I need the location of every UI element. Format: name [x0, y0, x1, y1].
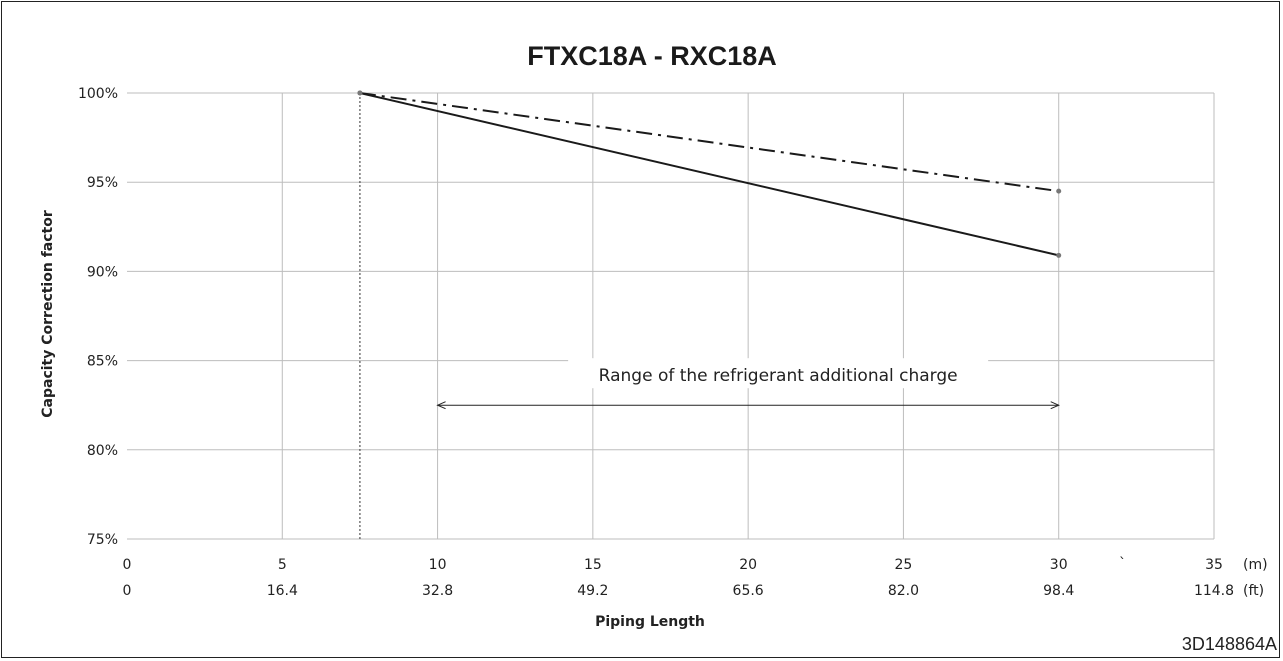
x-unit-m: (m) [1243, 557, 1268, 573]
x-tick-label-m: 10 [429, 557, 447, 573]
series-dashdot-point [357, 90, 363, 96]
x-tick-label-ft: 98.4 [1043, 583, 1074, 599]
x-tick-label-m: 35 [1205, 557, 1223, 573]
x-tick-label-m: 0 [123, 557, 132, 573]
chart-title: FTXC18A - RXC18A [527, 41, 777, 71]
x-tick-labels: 0 0 5 16.4 10 32.8 15 49.2 20 65.6 25 82.0 30 98.4 35 1… [123, 557, 1235, 599]
x-tick-label-ft: 0 [123, 583, 132, 599]
y-axis-label: Capacity Correction factor [40, 210, 56, 418]
x-tick-label-ft: 82.0 [888, 583, 919, 599]
x-tick-label-m: 15 [584, 557, 602, 573]
range-arrow-right-head [1050, 401, 1060, 410]
series-solid-line [359, 92, 1059, 257]
x-tick-label-ft: 32.8 [422, 583, 453, 599]
x-tick-label-m: 25 [895, 557, 913, 573]
x-tick-label-m: 20 [739, 557, 757, 573]
stray-mark: ` [1119, 556, 1126, 572]
x-axis-label: Piping Length [595, 614, 705, 630]
range-label: Range of the refrigerant additional char… [599, 366, 958, 386]
y-tick-labels: 75% 80% 85% 90% 95% 100% [78, 86, 118, 548]
grid [127, 92, 1215, 540]
x-tick-label-ft: 49.2 [577, 583, 608, 599]
x-tick-label-m: 5 [278, 557, 287, 573]
y-tick-label: 80% [87, 443, 118, 459]
series-dashdot-line [359, 92, 1059, 193]
y-tick-label: 85% [87, 354, 118, 370]
y-tick-label: 95% [87, 175, 118, 191]
series-layer [357, 90, 1062, 258]
figure-code: 3D148864A [1182, 634, 1277, 654]
x-tick-label-ft: 114.8 [1194, 583, 1234, 599]
range-arrow-left-head [436, 401, 446, 410]
series-solid-point [1056, 252, 1062, 258]
x-unit-ft: (ft) [1243, 583, 1264, 599]
y-tick-label: 90% [87, 264, 118, 280]
series-dashdot-point [1056, 188, 1062, 194]
annotation-layer: Range of the refrigerant additional char… [436, 358, 1060, 410]
x-tick-label-ft: 65.6 [733, 583, 764, 599]
range-label-background [568, 358, 989, 389]
y-tick-label: 100% [78, 86, 118, 102]
x-tick-label-m: 30 [1050, 557, 1068, 573]
y-tick-label: 75% [87, 532, 118, 548]
x-tick-label-ft: 16.4 [267, 583, 298, 599]
